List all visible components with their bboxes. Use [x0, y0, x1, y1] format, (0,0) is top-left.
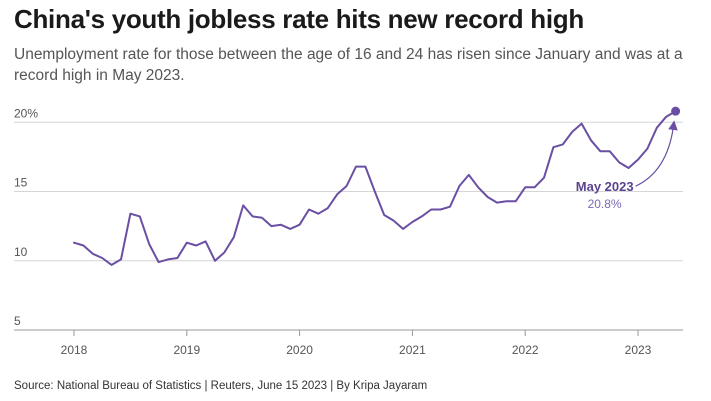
endpoint-marker	[671, 106, 681, 116]
chart-subtitle: Unemployment rate for those between the …	[14, 46, 683, 84]
series-line	[73, 110, 677, 266]
chart-title: China's youth jobless rate hits new reco…	[14, 4, 584, 34]
x-tick-label: 2019	[173, 343, 200, 357]
grid	[14, 121, 683, 331]
x-tick-label: 2023	[625, 343, 652, 357]
x-tick-label: 2021	[399, 343, 426, 357]
y-tick-label: 5	[14, 314, 21, 328]
x-axis: 2018 2019 2020 2021 2022 2023	[61, 330, 652, 357]
y-tick-label: 15	[14, 176, 28, 190]
y-tick-label: 20%	[14, 106, 38, 120]
x-tick-label: 2022	[512, 343, 539, 357]
y-axis: 20% 15 10 5	[14, 106, 38, 328]
annotation: May 2023 20.8%	[576, 106, 681, 211]
x-tick-label: 2018	[61, 343, 88, 357]
annotation-title: May 2023	[576, 179, 634, 194]
series-layer	[73, 110, 677, 266]
y-tick-label: 10	[14, 245, 28, 259]
annotation-arrow	[635, 120, 678, 187]
annotation-value: 20.8%	[588, 197, 622, 211]
x-tick-label: 2020	[286, 343, 313, 357]
source-note: Source: National Bureau of Statistics | …	[14, 380, 428, 392]
